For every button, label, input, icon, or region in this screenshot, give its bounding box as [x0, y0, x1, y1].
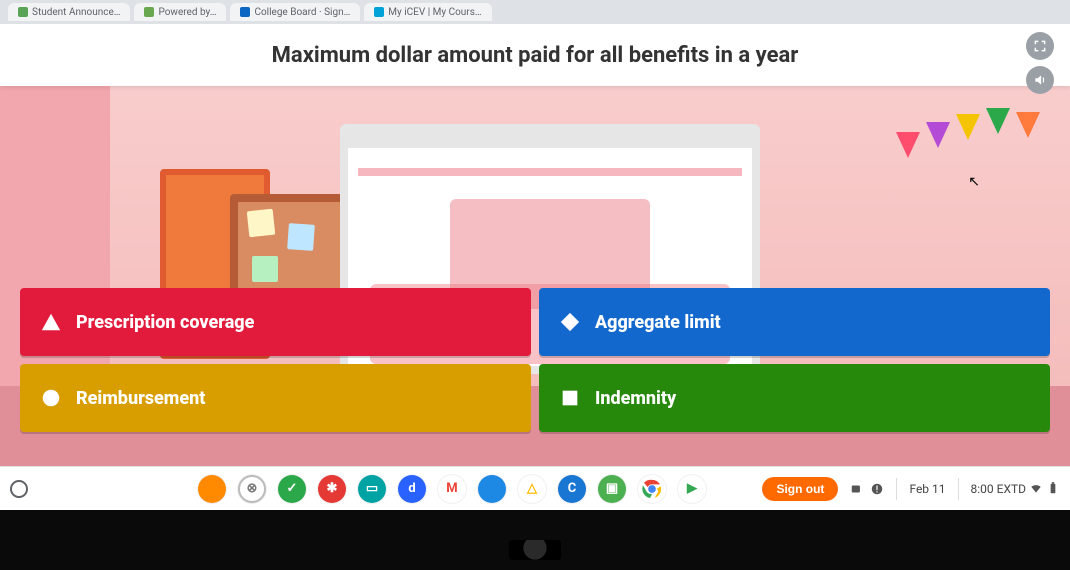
photo-letterbox: [0, 510, 1070, 570]
kahoot-app: Maximum dollar amount paid for all benef…: [0, 24, 1070, 466]
notification-tray[interactable]: [850, 482, 884, 496]
fullscreen-icon: [1033, 39, 1047, 53]
shelf-app-classroom-c[interactable]: C: [558, 475, 586, 503]
browser-tabstrip: Student Announce… Powered by… College Boar…: [0, 0, 1070, 24]
shelf-date[interactable]: Feb 11: [909, 482, 945, 496]
notification-badge-icon: [870, 482, 884, 496]
volume-icon: [1033, 73, 1047, 87]
answer-label: Indemnity: [595, 388, 676, 409]
shelf-app-classroom[interactable]: ▣: [598, 475, 626, 503]
chromeos-shelf: ⊗ ✓ ✱ ▭ dM △ C ▣ ▶ Sign out Feb 11 8:00 EXTD: [0, 466, 1070, 510]
mute-icon: [850, 482, 864, 496]
signout-button[interactable]: Sign out: [762, 477, 838, 501]
tab-label: Powered by…: [158, 7, 216, 18]
fullscreen-button[interactable]: [1026, 32, 1054, 60]
browser-tab[interactable]: College Board · Sign…: [230, 3, 360, 21]
launcher-button[interactable]: [10, 480, 28, 498]
top-controls: [1026, 32, 1054, 94]
tab-label: Student Announce…: [32, 7, 120, 18]
triangle-icon: [40, 311, 62, 333]
question-text: Maximum dollar amount paid for all benef…: [272, 43, 799, 68]
answers-grid: Prescription coverage Aggregate limit Reim…: [20, 288, 1050, 432]
shelf-app-files[interactable]: [478, 475, 506, 503]
answer-square[interactable]: Indemnity: [539, 364, 1050, 432]
tab-favicon-icon: [374, 7, 384, 17]
tab-label: My iCEV | My Cours…: [388, 7, 481, 18]
answer-label: Prescription coverage: [76, 312, 254, 333]
shelf-app-app-circle[interactable]: ⊗: [238, 475, 266, 503]
answer-label: Reimbursement: [76, 388, 205, 409]
answer-circle[interactable]: Reimbursement: [20, 364, 531, 432]
shelf-app-drive[interactable]: △: [518, 475, 546, 503]
diamond-icon: [559, 311, 581, 333]
divider: [958, 478, 959, 500]
battery-icon: [1046, 481, 1060, 495]
tab-favicon-icon: [240, 7, 250, 17]
wifi-icon: [1029, 481, 1043, 495]
circle-icon: [40, 387, 62, 409]
tab-favicon-icon: [18, 7, 28, 17]
tab-label: College Board · Sign…: [254, 7, 350, 18]
shelf-app-app-red[interactable]: ✱: [318, 475, 346, 503]
chrome-icon: [641, 478, 663, 500]
shelf-app-gmail[interactable]: M: [438, 475, 466, 503]
shelf-apps: ⊗ ✓ ✱ ▭ dM △ C ▣ ▶: [198, 475, 706, 503]
shelf-status-area: Sign out Feb 11 8:00 EXTD: [762, 477, 1060, 501]
browser-tab[interactable]: Powered by…: [134, 3, 226, 21]
answer-triangle[interactable]: Prescription coverage: [20, 288, 531, 356]
mouse-cursor: ↖: [968, 174, 980, 190]
shelf-app-app-teal[interactable]: ▭: [358, 475, 386, 503]
answer-label: Aggregate limit: [595, 312, 721, 333]
shelf-app-app-green-check[interactable]: ✓: [278, 475, 306, 503]
shelf-app-chrome[interactable]: [638, 475, 666, 503]
answer-diamond[interactable]: Aggregate limit: [539, 288, 1050, 356]
shelf-app-play-store[interactable]: ▶: [678, 475, 706, 503]
square-icon: [559, 387, 581, 409]
divider: [896, 478, 897, 500]
browser-tab[interactable]: My iCEV | My Cours…: [364, 3, 491, 21]
shelf-app-app-orange[interactable]: [198, 475, 226, 503]
shelf-time[interactable]: 8:00 EXTD: [971, 481, 1060, 496]
shelf-app-app-d[interactable]: d: [398, 475, 426, 503]
volume-button[interactable]: [1026, 66, 1054, 94]
tab-favicon-icon: [144, 7, 154, 17]
question-bar: Maximum dollar amount paid for all benef…: [0, 24, 1070, 86]
browser-tab[interactable]: Student Announce…: [8, 3, 130, 21]
